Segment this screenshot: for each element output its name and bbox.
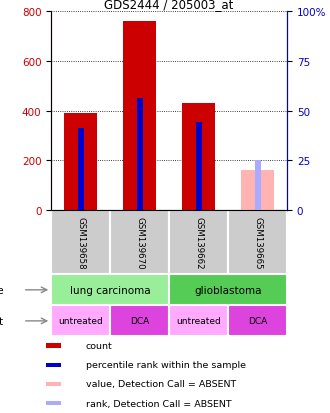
Text: glioblastoma: glioblastoma xyxy=(194,285,262,295)
Bar xyxy=(46,401,61,405)
Text: DCA: DCA xyxy=(248,317,267,325)
Bar xyxy=(228,211,287,275)
Text: agent: agent xyxy=(0,316,3,326)
Bar xyxy=(255,161,261,211)
Title: GDS2444 / 205003_at: GDS2444 / 205003_at xyxy=(104,0,234,11)
Text: GSM139670: GSM139670 xyxy=(135,216,144,269)
Text: DCA: DCA xyxy=(130,317,149,325)
Bar xyxy=(123,22,156,211)
Text: untreated: untreated xyxy=(176,317,221,325)
Text: untreated: untreated xyxy=(58,317,103,325)
Bar xyxy=(46,344,61,348)
Bar xyxy=(51,306,110,337)
Text: GSM139658: GSM139658 xyxy=(76,216,85,269)
Text: rank, Detection Call = ABSENT: rank, Detection Call = ABSENT xyxy=(86,399,231,408)
Bar xyxy=(228,306,287,337)
Bar xyxy=(110,306,169,337)
Text: GSM139662: GSM139662 xyxy=(194,216,203,269)
Bar xyxy=(182,104,215,211)
Text: count: count xyxy=(86,341,113,350)
Bar xyxy=(78,129,83,211)
Text: lung carcinoma: lung carcinoma xyxy=(70,285,150,295)
Bar xyxy=(241,171,274,211)
Bar xyxy=(110,211,169,275)
Bar xyxy=(64,114,97,211)
Text: percentile rank within the sample: percentile rank within the sample xyxy=(86,361,246,369)
Bar xyxy=(51,275,169,306)
Bar xyxy=(196,123,202,211)
Bar xyxy=(169,211,228,275)
Bar xyxy=(46,382,61,386)
Bar xyxy=(51,211,110,275)
Text: cell type: cell type xyxy=(0,285,3,295)
Text: value, Detection Call = ABSENT: value, Detection Call = ABSENT xyxy=(86,380,236,389)
Bar xyxy=(46,363,61,367)
Bar xyxy=(169,275,287,306)
Bar xyxy=(169,306,228,337)
Text: GSM139665: GSM139665 xyxy=(253,216,262,269)
Bar xyxy=(137,99,143,211)
